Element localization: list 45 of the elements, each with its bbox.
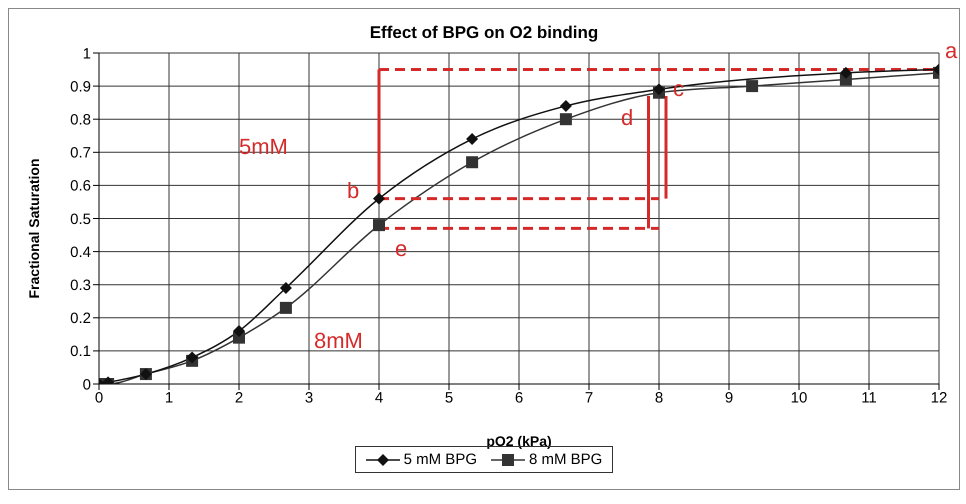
x-tick-label: 7 — [584, 390, 594, 407]
x-tick-label: 11 — [861, 390, 877, 407]
y-tick-label: 0.5 — [70, 210, 91, 228]
x-tick-label: 1 — [164, 390, 174, 407]
x-tick-label: 9 — [724, 390, 734, 407]
x-axis-title: pO2 (kPa) — [486, 433, 552, 449]
x-tick-label: 10 — [790, 390, 808, 407]
text: a — [945, 38, 958, 63]
annotation: b — [347, 178, 360, 203]
point — [466, 156, 478, 168]
point — [560, 113, 572, 126]
chart-title: Effect of BPG on O2 binding — [370, 23, 598, 42]
point — [560, 100, 572, 112]
y-tick-label: 0 — [82, 376, 91, 394]
y-tick-label: 0.3 — [70, 277, 91, 294]
x-tick-label: 8 — [654, 390, 664, 407]
point — [280, 282, 292, 294]
y-tick-label: 0.9 — [70, 78, 91, 96]
y-tick-label: 0.2 — [70, 310, 91, 328]
point — [840, 66, 852, 79]
point — [746, 80, 758, 92]
point — [280, 302, 292, 314]
x-tick-label: 5 — [444, 390, 454, 407]
point — [466, 133, 478, 146]
point — [373, 192, 385, 205]
x-tick-label: 6 — [514, 390, 524, 407]
legend-label: 8 mM BPG — [528, 451, 602, 468]
x-tick-label: 3 — [304, 390, 314, 407]
point — [653, 83, 665, 96]
y-tick-label: 0.1 — [70, 343, 91, 360]
x-tick-label: 2 — [234, 390, 244, 407]
annotation: 8mM — [314, 328, 363, 353]
y-tick-label: 0.6 — [70, 178, 91, 195]
legend-label: 5 mM BPG — [402, 451, 477, 468]
point — [186, 352, 198, 364]
x-tick-label: 12 — [930, 390, 948, 407]
x-tick-label: 4 — [374, 390, 384, 407]
y-axis-title: Fractional Saturation — [26, 158, 42, 298]
x-tick-label: 0 — [94, 390, 104, 407]
point — [373, 219, 385, 232]
y-tick-label: 1 — [82, 45, 91, 62]
y-tick-label: 0.7 — [70, 144, 91, 162]
y-tick-label: 0.8 — [70, 112, 91, 129]
y-tick-label: 0.4 — [70, 244, 91, 261]
point — [233, 325, 245, 338]
